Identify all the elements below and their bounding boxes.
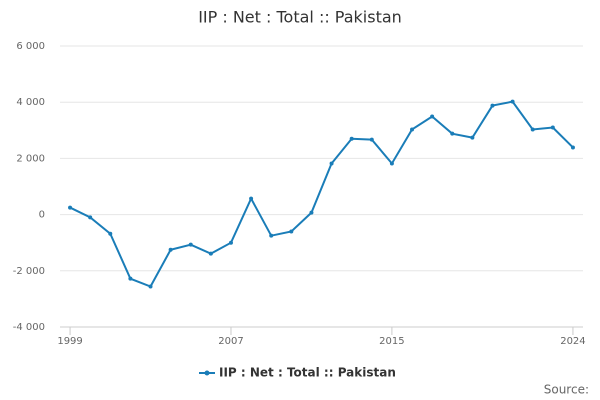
- point: [550, 125, 555, 130]
- y-tick-label: 0: [39, 210, 45, 221]
- point: [108, 231, 113, 236]
- x-tick-label: 1999: [57, 336, 82, 347]
- point: [369, 137, 374, 142]
- point: [450, 131, 455, 136]
- point: [510, 99, 515, 104]
- point: [68, 205, 73, 210]
- point: [168, 247, 173, 252]
- point: [410, 127, 415, 132]
- point: [329, 161, 334, 166]
- point: [128, 276, 133, 281]
- point: [349, 136, 354, 141]
- x-tick-label: 2015: [379, 336, 404, 347]
- point: [289, 229, 294, 234]
- y-tick-label: 6 000: [16, 41, 45, 52]
- point: [389, 161, 394, 166]
- point: [530, 127, 535, 132]
- legend-label: IIP : Net : Total :: Pakistan: [219, 366, 396, 380]
- y-tick-label: 4 000: [16, 97, 45, 108]
- point: [269, 233, 274, 238]
- source: Source:: [544, 383, 589, 397]
- point: [249, 196, 254, 201]
- point: [309, 210, 314, 215]
- x-tick-label: 2024: [560, 336, 585, 347]
- point: [570, 145, 575, 150]
- y-tick-label: -4 000: [13, 322, 45, 333]
- point: [470, 135, 475, 140]
- point: [188, 242, 193, 247]
- point: [208, 251, 213, 256]
- y-tick-label: 2 000: [16, 153, 45, 164]
- chart-title: IIP : Net : Total :: Pakistan: [198, 8, 402, 27]
- point: [148, 284, 153, 289]
- line: [69, 100, 574, 288]
- legend-marker: [204, 370, 210, 376]
- y-tick-label: -2 000: [13, 266, 45, 277]
- point: [490, 103, 495, 108]
- point: [88, 215, 93, 220]
- x-tick-label: 2007: [218, 336, 243, 347]
- point: [228, 240, 233, 245]
- point: [430, 114, 435, 119]
